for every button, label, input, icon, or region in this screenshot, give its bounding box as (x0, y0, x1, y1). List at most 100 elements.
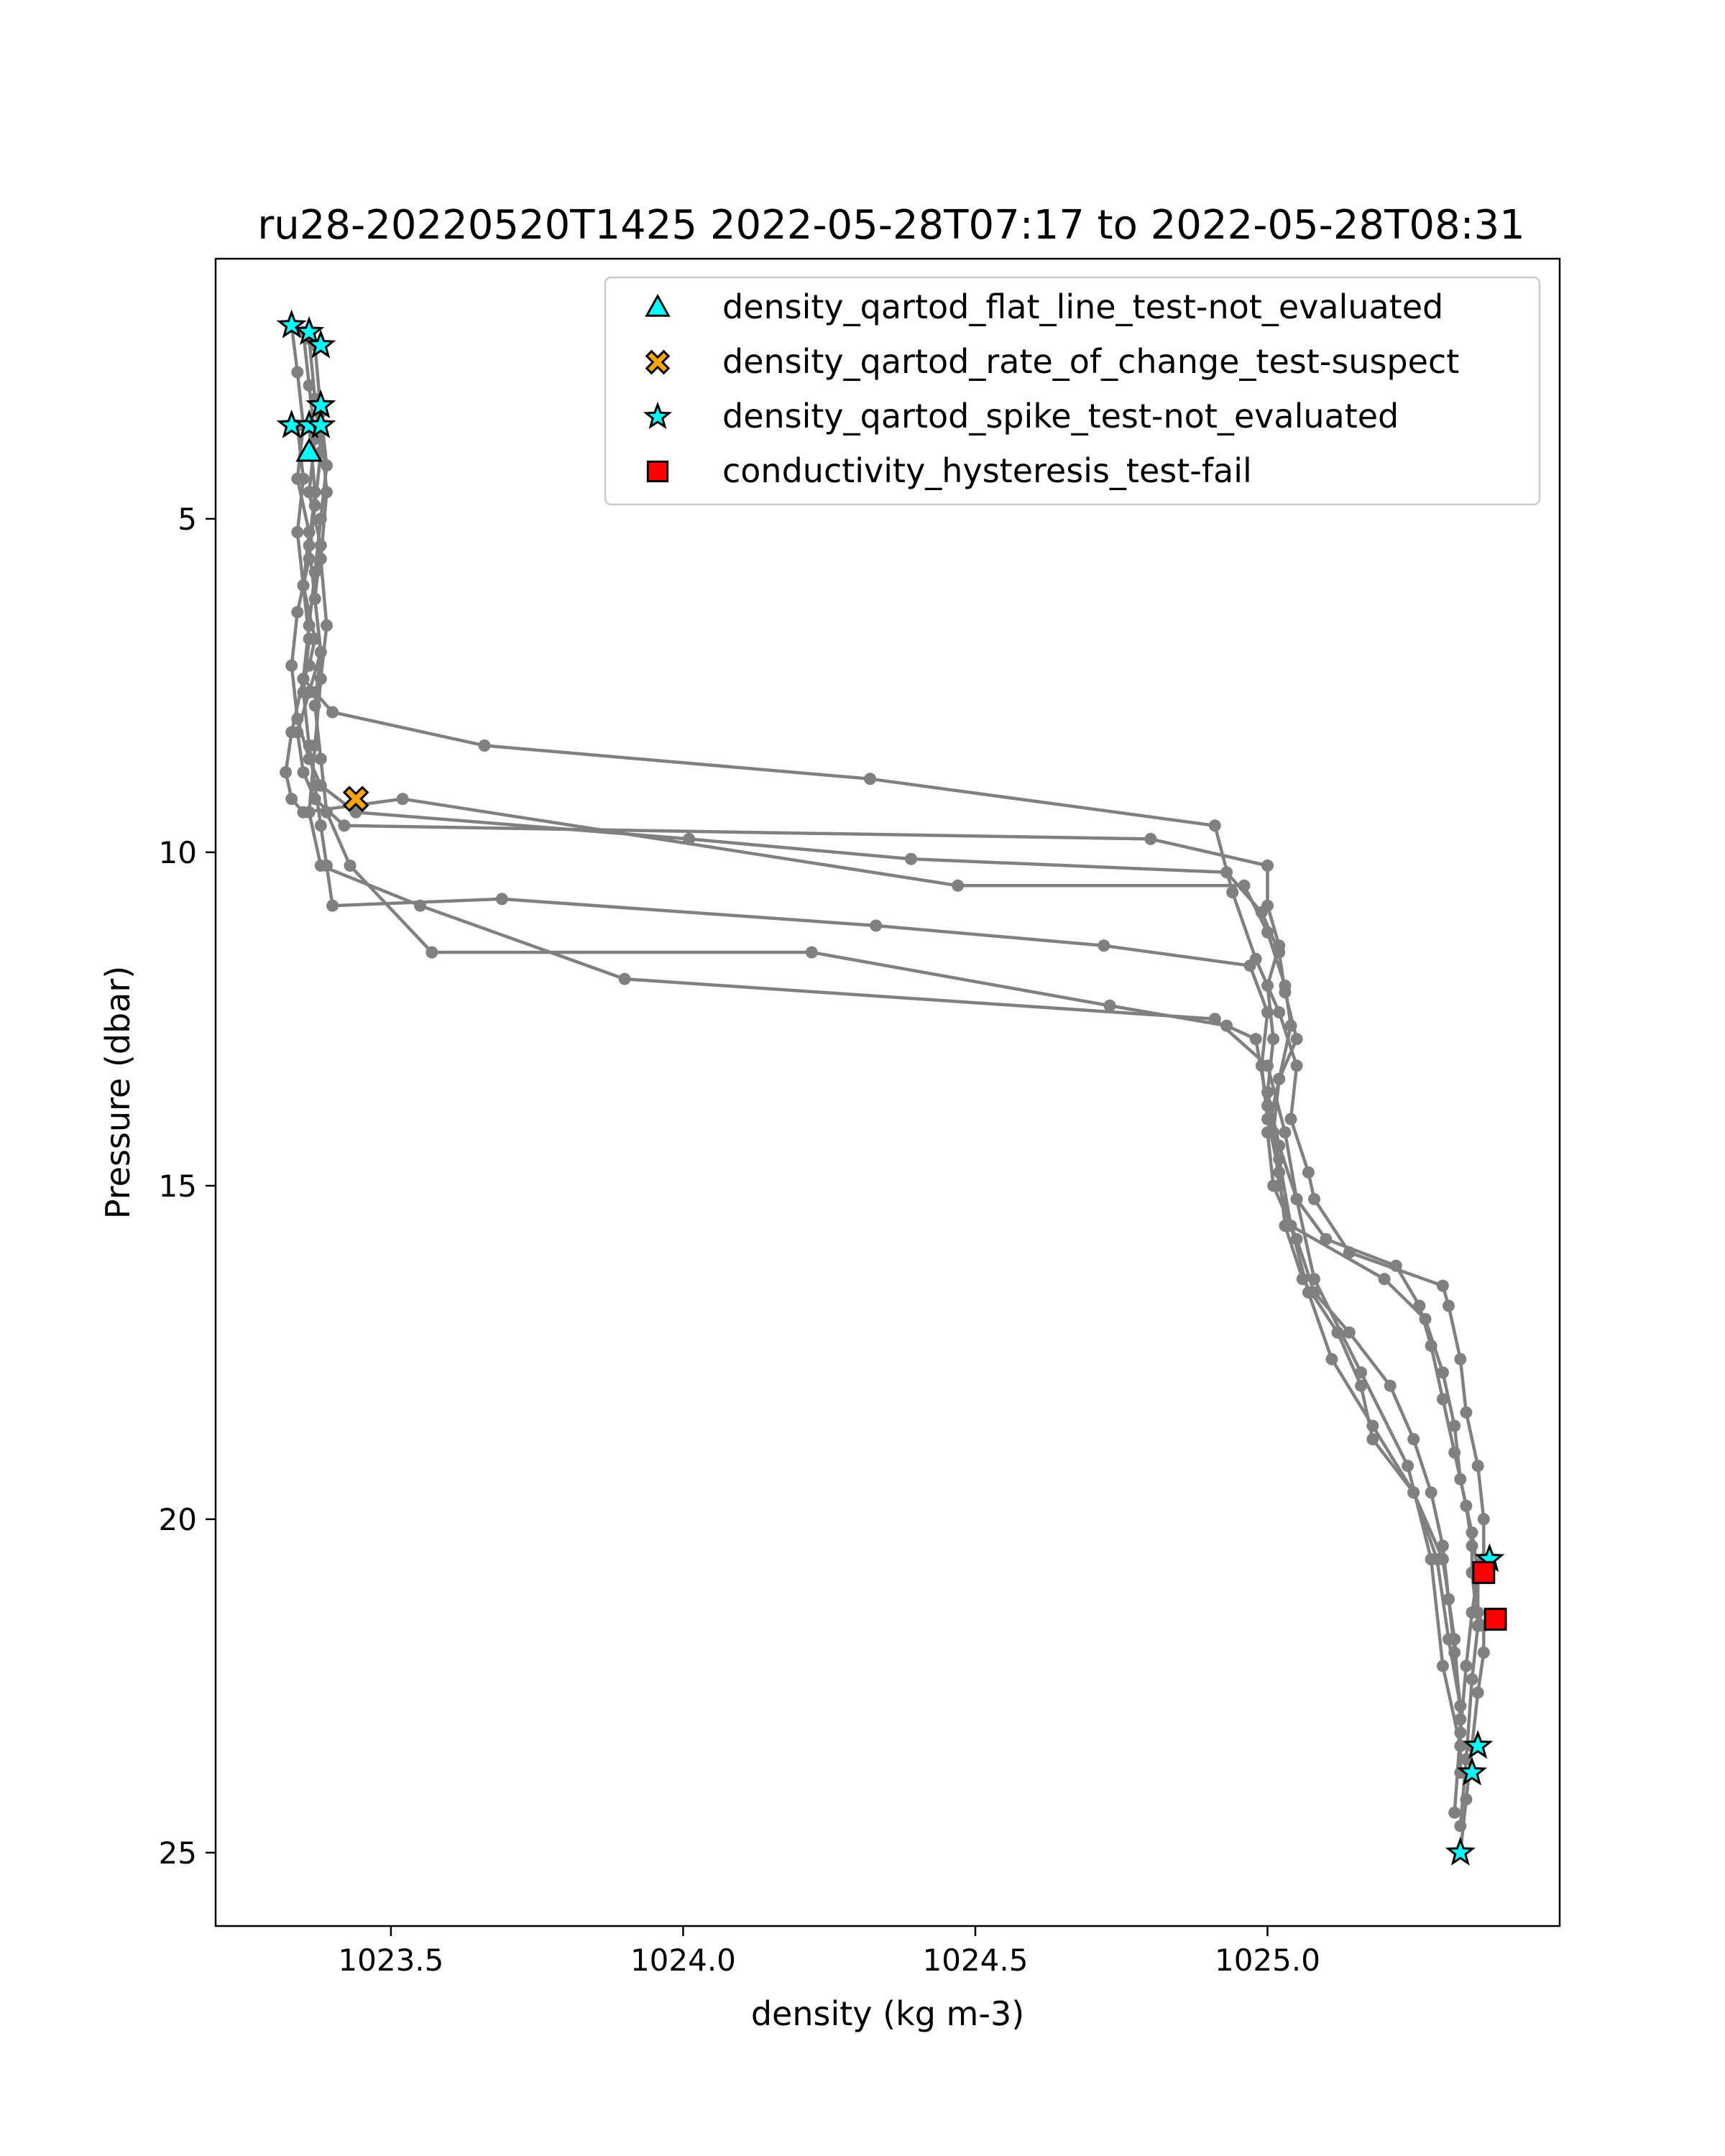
legend: density_qartod_flat_line_test-not_evalua… (604, 276, 1541, 506)
profile-point (321, 806, 333, 819)
profile-point (291, 526, 304, 538)
profile-point (1279, 1126, 1292, 1139)
flag-marker-square (1484, 1608, 1507, 1631)
profile-point (285, 793, 298, 806)
profile-point (1466, 1526, 1478, 1539)
profile-point (1448, 1419, 1461, 1432)
profile-point (1454, 1473, 1467, 1485)
profile-point (805, 946, 818, 959)
profile-point (280, 766, 293, 779)
profile-point (321, 486, 333, 499)
flag-marker-star (305, 329, 336, 359)
profile-point (1261, 1100, 1274, 1112)
profile-point (1325, 1353, 1338, 1365)
profile-point (1355, 1366, 1368, 1379)
profile-point (338, 819, 351, 832)
profile-point (1261, 860, 1274, 872)
profile-point (303, 539, 316, 552)
profile-point (1261, 980, 1274, 992)
profile-point (314, 819, 327, 832)
profile-point (1454, 1820, 1467, 1833)
profile-point (1220, 866, 1233, 879)
profile-point (1477, 1646, 1490, 1659)
profile-point (618, 972, 631, 985)
profile-point (1279, 980, 1292, 992)
y-tick-label: 25 (159, 1835, 197, 1871)
profile-point (1477, 1513, 1490, 1526)
profile-point (478, 739, 491, 752)
profile-point (297, 579, 310, 592)
profile-point (1454, 1700, 1467, 1713)
profile-point (1460, 1659, 1473, 1672)
flag-marker-star (294, 315, 325, 345)
profile-point (1243, 959, 1256, 972)
profile-point (1471, 1686, 1484, 1699)
profile-point (1261, 1006, 1274, 1019)
profile-point (1226, 886, 1239, 899)
profile-point (1273, 1006, 1286, 1019)
profile-point (414, 899, 427, 912)
x-tick-label: 1023.5 (338, 1943, 443, 1978)
flag-marker-star (1445, 1836, 1476, 1866)
profile-point (1284, 1112, 1297, 1125)
profile-point (1267, 1033, 1280, 1046)
legend-marker-square (646, 460, 669, 483)
flag-marker-square (1472, 1561, 1496, 1585)
flag-marker-star (276, 309, 307, 338)
flag-marker-triangle (295, 438, 323, 462)
profile-point (1436, 1279, 1449, 1292)
profile-point (285, 659, 298, 672)
profile-point (1308, 1193, 1320, 1205)
profile-point (1308, 1273, 1320, 1286)
profile-point (1466, 1673, 1478, 1686)
y-tick-label: 5 (178, 502, 197, 537)
profile-point (308, 592, 321, 605)
legend-box (604, 276, 1541, 506)
profile-point (326, 899, 339, 912)
profile-point (426, 946, 438, 959)
profile-point (1343, 1326, 1356, 1339)
legend-marker-triangle (645, 293, 671, 317)
profile-point (1261, 926, 1274, 939)
profile-point (1290, 1059, 1303, 1072)
profile-point (291, 366, 304, 379)
profile-point (1384, 1379, 1397, 1392)
profile-point (1238, 879, 1251, 892)
profile-point (1425, 1486, 1438, 1499)
profile-point (1436, 1393, 1449, 1406)
profile-line-5 (295, 425, 1463, 1720)
flag-marker-star (1457, 1756, 1488, 1786)
profile-point (1355, 1379, 1368, 1392)
profile-point (314, 553, 327, 566)
profile-point (1471, 1619, 1484, 1632)
profile-point (1436, 1366, 1449, 1379)
profile-lines (280, 319, 1490, 1859)
profile-point (870, 919, 883, 932)
profile-point (349, 806, 362, 819)
profile-point (1208, 819, 1221, 832)
profile-point (1103, 999, 1116, 1012)
profile-point (864, 773, 877, 786)
profile-point (1378, 1273, 1391, 1286)
profile-point (1098, 939, 1110, 952)
x-tick-label: 1024.5 (922, 1943, 1028, 1978)
legend-label: density_qartod_flat_line_test-not_evalua… (722, 287, 1443, 326)
profile-point (1208, 1013, 1221, 1026)
chart-title: ru28-20220520T1425 2022-05-28T07:17 to 2… (257, 202, 1524, 249)
profile-point (1436, 1659, 1449, 1672)
profile-point (326, 706, 339, 719)
y-axis-label: Pressure (dbar) (98, 966, 137, 1219)
profile-line-7 (307, 425, 1462, 1746)
profile-point (905, 852, 917, 865)
profile-point (1284, 1019, 1297, 1032)
profile-point (1290, 1193, 1303, 1205)
x-axis-label: density (kg m-3) (751, 1994, 1024, 2033)
x-tick-label: 1024.0 (630, 1943, 736, 1978)
flag-marker-star (1463, 1730, 1494, 1759)
profile-point (1460, 1753, 1473, 1766)
legend-label: conductivity_hysteresis_test-fail (722, 451, 1252, 490)
legend-marker-x (645, 349, 671, 375)
profile-point (297, 686, 310, 699)
profile-point (1407, 1433, 1420, 1446)
